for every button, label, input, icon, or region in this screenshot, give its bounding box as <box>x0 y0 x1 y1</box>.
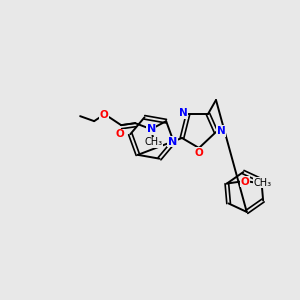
Text: O: O <box>116 129 124 139</box>
Text: N: N <box>178 108 188 118</box>
Text: CH₃: CH₃ <box>144 137 162 147</box>
Text: N: N <box>168 137 177 147</box>
Text: O: O <box>241 176 249 187</box>
Text: O: O <box>195 148 203 158</box>
Text: N: N <box>146 124 156 134</box>
Text: CH₃: CH₃ <box>254 178 272 188</box>
Text: O: O <box>100 110 109 120</box>
Text: N: N <box>217 126 225 136</box>
